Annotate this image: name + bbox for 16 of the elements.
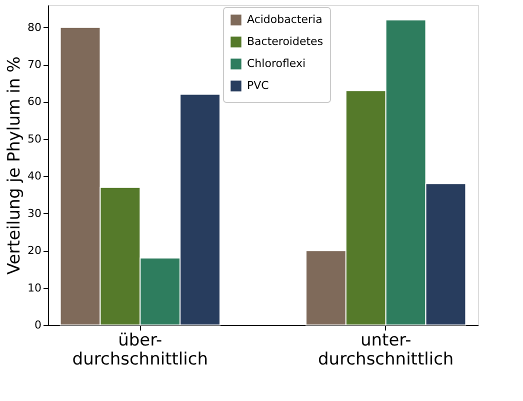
legend-label: Acidobacteria xyxy=(247,13,322,26)
y-tick-label: 50 xyxy=(28,132,42,146)
y-tick-label: 60 xyxy=(28,95,42,108)
y-tick-label: 0 xyxy=(34,318,42,332)
legend-label: Bacteroidetes xyxy=(247,35,324,48)
x-tick-label: unter- durchschnittlich xyxy=(318,330,454,370)
y-tick-label: 70 xyxy=(28,58,42,72)
y-tick-label: 10 xyxy=(28,281,42,294)
y-tick-label: 20 xyxy=(28,244,42,258)
y-axis-title: Verteilung je Phylum in % xyxy=(4,56,25,275)
legend-label: PVC xyxy=(247,79,270,92)
x-tick-label: über- durchschnittlich xyxy=(72,330,208,370)
y-tick-label: 40 xyxy=(28,170,42,183)
y-tick-label: 30 xyxy=(28,206,42,220)
y-tick-label: 80 xyxy=(28,20,42,34)
legend-label: Chloroflexi xyxy=(247,57,306,70)
